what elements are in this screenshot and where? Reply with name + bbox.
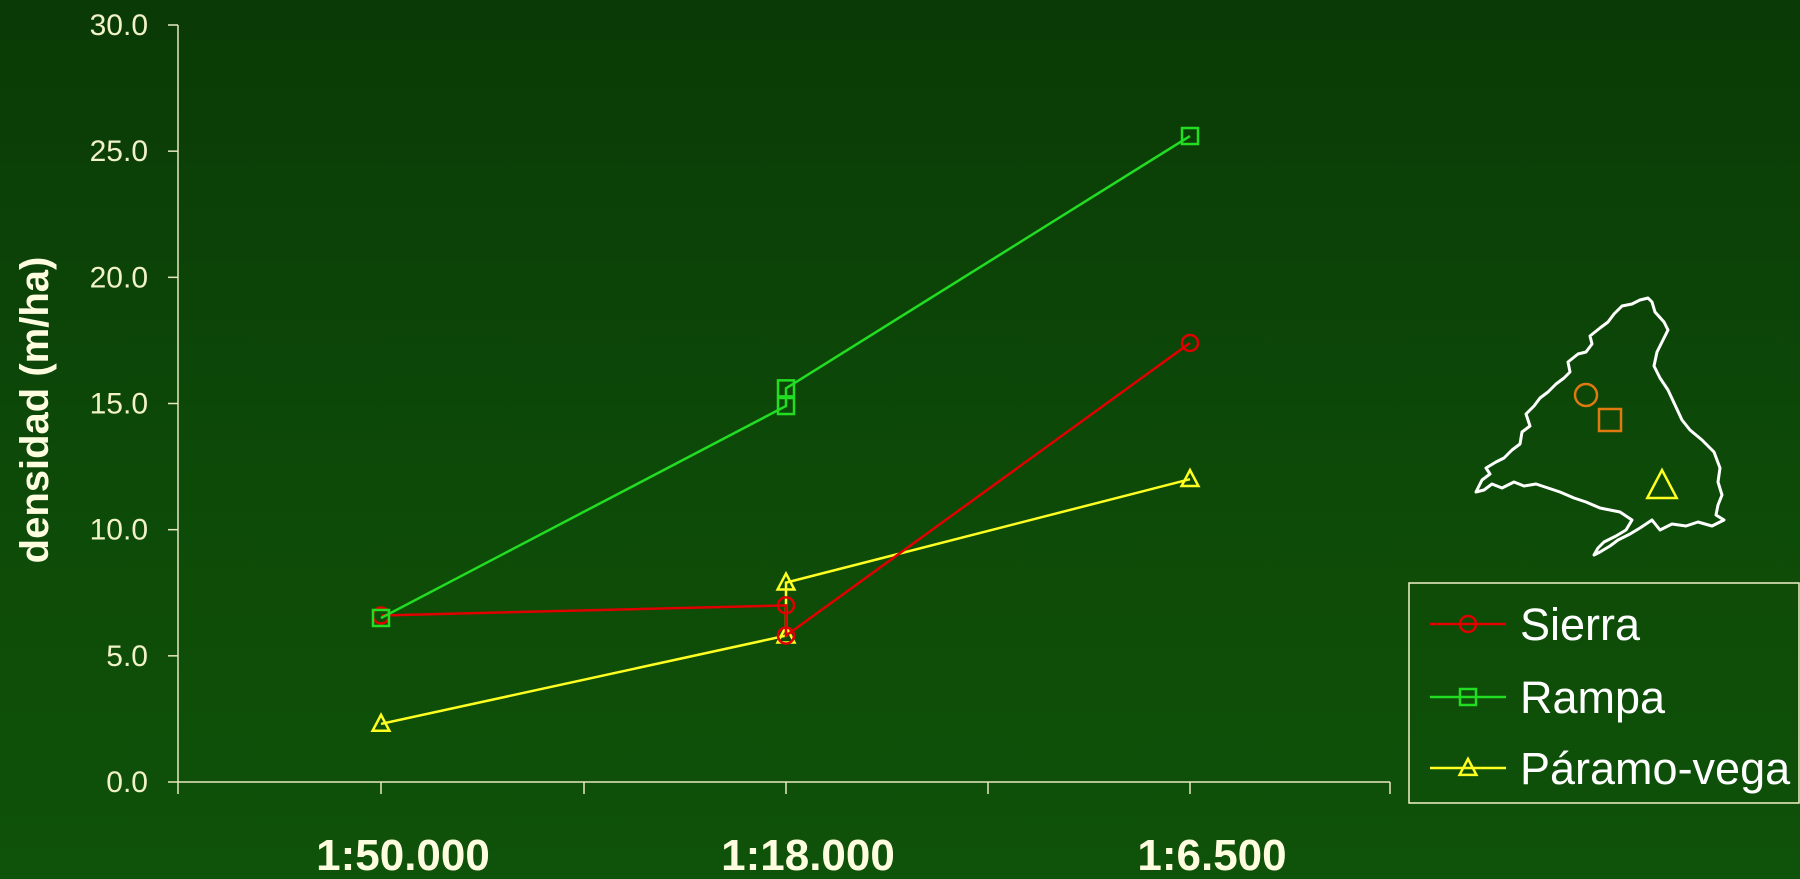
region-outline: [1474, 296, 1726, 557]
data-point: [371, 608, 391, 628]
y-tick-label: 20.0: [90, 261, 148, 294]
inset-marker-circle: [1573, 382, 1599, 408]
data-point: [776, 626, 796, 645]
y-tick-label: 10.0: [90, 514, 148, 547]
y-tick-label: 0.0: [106, 766, 148, 799]
series-line: [380, 341, 1191, 639]
x-tick-label: 1:50.000: [316, 831, 490, 879]
x-tick-label: 1:18.000: [721, 831, 895, 879]
legend-item: Páramo-vega: [1430, 743, 1791, 794]
data-point: [1180, 126, 1200, 146]
legend-marker: [1457, 756, 1479, 777]
data-point: [1179, 467, 1201, 488]
data-point: [1180, 333, 1200, 353]
x-tick-label: 1:6.500: [1137, 831, 1286, 879]
series-layer: [370, 126, 1201, 733]
inset-map: [1474, 296, 1726, 557]
inset-marker-square: [1597, 407, 1623, 433]
legend-item: Rampa: [1430, 672, 1666, 723]
data-point: [776, 379, 796, 398]
legend-box: [1408, 582, 1800, 804]
data-point: [776, 596, 796, 615]
y-axis-title: densidad (m/ha): [13, 257, 57, 564]
series-line: [380, 134, 1191, 620]
y-tick-label: 5.0: [106, 640, 148, 673]
legend-marker: [1458, 687, 1478, 707]
legend-item: Sierra: [1430, 599, 1641, 650]
axes: 0.0 5.0 10.0 15.0 20.0 25.0 30.0 1:50.000 1:18.0…: [90, 9, 1391, 879]
series-line: [380, 477, 1191, 726]
data-point: [775, 570, 797, 591]
legend-label: Páramo-vega: [1520, 743, 1791, 794]
legend-marker: [1458, 614, 1478, 634]
y-tick-label: 15.0: [90, 388, 148, 421]
y-tick-label: 30.0: [90, 9, 148, 42]
series-p-ramo-vega: [370, 467, 1201, 733]
series-rampa: [371, 126, 1200, 628]
data-point: [776, 396, 796, 416]
legend: Sierra Rampa Páramo-vega: [1408, 582, 1800, 804]
inset-marker-triangle: [1645, 467, 1679, 500]
legend-label: Sierra: [1520, 599, 1641, 650]
data-point: [370, 712, 392, 733]
legend-label: Rampa: [1520, 672, 1666, 723]
y-tick-label: 25.0: [90, 135, 148, 168]
